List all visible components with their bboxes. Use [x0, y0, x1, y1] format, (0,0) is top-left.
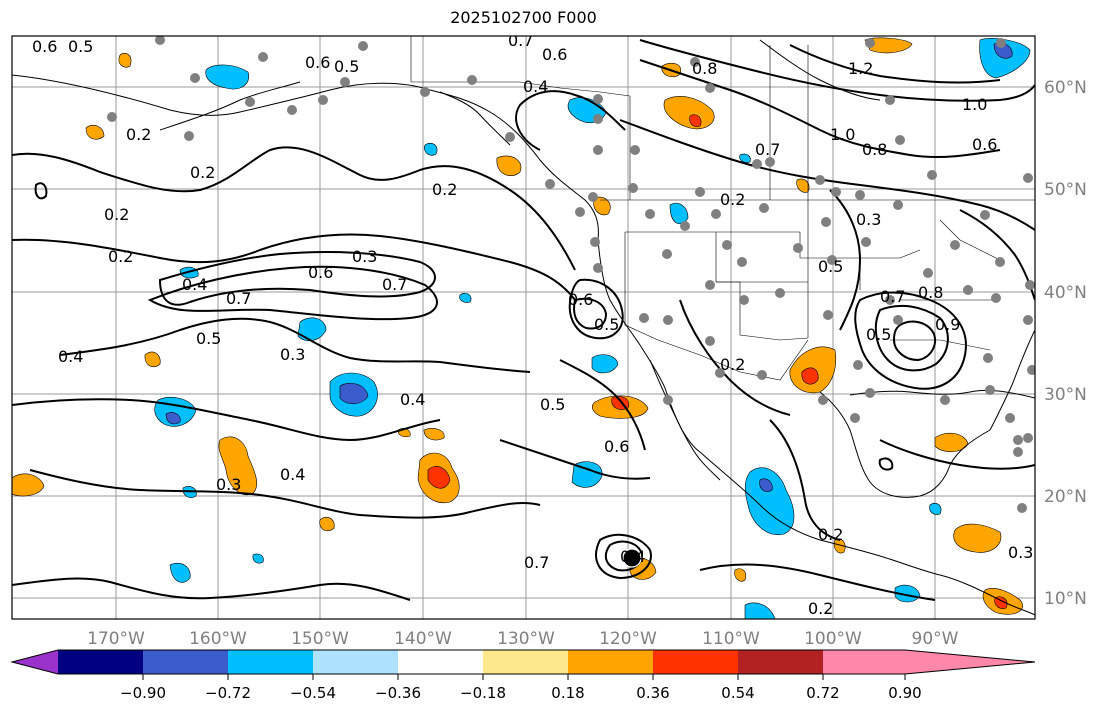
- colorbar: −0.90 −0.72 −0.54 −0.36 −0.18 0.18 0.36 …: [10, 649, 1036, 702]
- cyclone-marker: [622, 548, 642, 568]
- contour-label-c15: 0.2: [108, 247, 133, 266]
- colorbar-segment: [823, 650, 905, 674]
- lat-label: 10°N: [1044, 589, 1087, 609]
- colorbar-tick-label: 0.54: [721, 684, 754, 702]
- colorbar-segment: [568, 650, 653, 674]
- contour-label-c38: 0.9: [935, 315, 960, 334]
- contour-label-c41: 0.3: [216, 475, 241, 494]
- contour-label-c36: 0.7: [880, 287, 905, 306]
- colorbar-segment: [398, 650, 483, 674]
- contour-label-c29: 0.3: [280, 345, 305, 364]
- contour-label-c43: 0.2: [808, 599, 833, 618]
- station-markers: [107, 36, 1035, 513]
- contour-label-c3: 0.7: [508, 31, 533, 50]
- lon-label: 140°W: [394, 629, 452, 649]
- colorbar-segment: [12, 650, 58, 674]
- lat-label: 30°N: [1044, 385, 1087, 405]
- coastlines: [12, 39, 1035, 616]
- lon-label: 100°W: [804, 629, 862, 649]
- lon-label: 120°W: [599, 629, 657, 649]
- contour-label-c28: 0.4: [58, 347, 83, 366]
- colorbar-tick-label: −0.72: [205, 684, 251, 702]
- contour-label-c33: 0.4: [400, 390, 425, 409]
- contour-label-c21: 0.3: [856, 210, 881, 229]
- lat-label: 50°N: [1044, 180, 1087, 200]
- colorbar-segment: [58, 650, 143, 674]
- contour-label-c39: 0.5: [866, 325, 891, 344]
- colorbar-tick-label: 0.90: [888, 684, 921, 702]
- map-frame: [11, 35, 1036, 620]
- contour-label-c17: 0.7: [755, 140, 780, 159]
- colorbar-segment: [653, 650, 738, 674]
- lat-label: 60°N: [1044, 78, 1087, 98]
- contour-label-c13: 0.2: [190, 163, 215, 182]
- latitude-labels: 60°N 50°N 40°N 30°N 20°N 10°N: [1044, 78, 1087, 609]
- contour-label-c20: 0.2: [720, 190, 745, 209]
- lon-label: 130°W: [497, 629, 555, 649]
- lon-label: 90°W: [912, 629, 959, 649]
- contour-label-c25: 0.7: [226, 289, 251, 308]
- contour-label-c47: 0.4: [620, 547, 645, 566]
- contour-label-c7: 0.4: [523, 77, 548, 96]
- colorbar-tick-label: 0.18: [551, 684, 584, 702]
- political-boundaries: [410, 36, 1035, 381]
- contour-label-c16: 0.2: [432, 180, 457, 199]
- contour-label-c37: 0.8: [918, 283, 943, 302]
- contour-label-c34: 0.5: [818, 257, 843, 276]
- colorbar-tick-label: −0.90: [120, 684, 166, 702]
- lon-label: 150°W: [291, 629, 349, 649]
- contour-label-c27: 0.5: [196, 329, 221, 348]
- contour-label-c4: 0.6: [542, 45, 567, 64]
- contour-label-c32: 0.5: [540, 395, 565, 414]
- contour-label-c44: 0.2: [818, 525, 843, 544]
- colorbar-segment: [483, 650, 568, 674]
- contour-label-c18: 0.8: [862, 140, 887, 159]
- colorbar-tick-label: 0.36: [636, 684, 669, 702]
- contour-label-c24: 0.4: [182, 275, 207, 294]
- contour-label-c31: 0.5: [594, 315, 619, 334]
- contour-label-c11: 1.0: [830, 125, 855, 144]
- contour-label-c2: 0.5: [68, 37, 93, 56]
- shaded-anomaly-field: [12, 37, 1031, 619]
- colorbar-segment: [228, 650, 313, 674]
- contour-label-c42: 0.7: [524, 553, 549, 572]
- lat-label: 20°N: [1044, 487, 1087, 507]
- contour-label-c9: 1.2: [848, 59, 873, 78]
- contour-label-c35: 0.6: [604, 437, 629, 456]
- contour-label-c14: 0.2: [104, 205, 129, 224]
- contour-label-c40: 0.4: [280, 465, 305, 484]
- contour-label-c22: 0.3: [352, 247, 377, 266]
- longitude-labels: 170°W 160°W 150°W 140°W 130°W 120°W 110°…: [87, 629, 959, 649]
- contour-label-c30: 0.6: [568, 290, 593, 309]
- contour-label-c6: 0.5: [334, 57, 359, 76]
- contour-label-c10: 1.0: [962, 95, 987, 114]
- colorbar-segment: [738, 650, 823, 674]
- contour-label-c5: 0.6: [305, 53, 330, 72]
- lat-label: 40°N: [1044, 283, 1087, 303]
- lon-label: 170°W: [87, 629, 145, 649]
- colorbar-segment: [905, 650, 1035, 674]
- contour-label-c1: 0.6: [32, 37, 57, 56]
- contour-label-layer: 0.6 0.5 0.7 0.6 0.6 0.5 0.4 0.8 1.2 1.0 …: [32, 31, 1033, 618]
- colorbar-segment: [143, 650, 228, 674]
- contour-label-c45: 0.2: [720, 355, 745, 374]
- lon-label: 160°W: [189, 629, 247, 649]
- colorbar-tick-label: −0.36: [375, 684, 421, 702]
- contour-label-c26: 0.7: [382, 275, 407, 294]
- colorbar-tick-label: −0.18: [460, 684, 506, 702]
- contour-label-c46: 0.3: [1008, 543, 1033, 562]
- colorbar-segment: [313, 650, 398, 674]
- map-title: 2025102700 F000: [450, 8, 597, 27]
- contour-label-c23: 0.6: [308, 263, 333, 282]
- contour-label-c19: 0.6: [972, 135, 997, 154]
- lon-label: 110°W: [702, 629, 760, 649]
- colorbar-tick-label: 0.72: [806, 684, 839, 702]
- contour-label-c12: 0.2: [126, 125, 151, 144]
- contour-label-c8: 0.8: [692, 59, 717, 78]
- colorbar-tick-label: −0.54: [290, 684, 336, 702]
- map-background: [12, 36, 1035, 619]
